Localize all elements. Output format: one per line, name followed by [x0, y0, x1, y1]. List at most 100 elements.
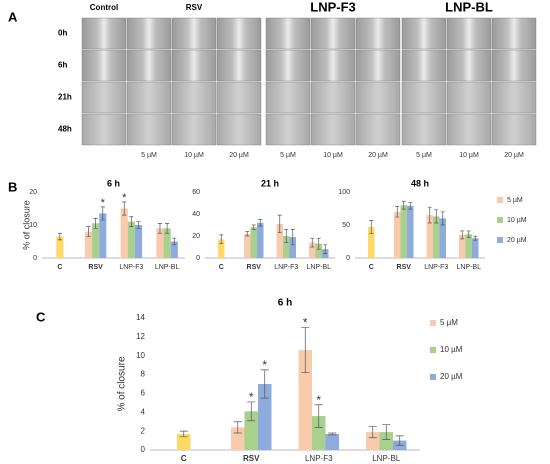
micrograph	[265, 81, 311, 114]
bar	[92, 223, 100, 258]
micrograph	[491, 81, 537, 114]
error-bar	[284, 229, 289, 243]
x-tick-label: C	[369, 264, 374, 271]
bar	[218, 239, 225, 258]
concentration-label: 5 µM	[141, 152, 157, 159]
row-label: 21h	[58, 93, 72, 102]
bar	[177, 433, 191, 450]
bar	[309, 242, 316, 258]
bar	[459, 234, 466, 258]
y-tick-label: 2	[141, 426, 146, 435]
bar	[84, 231, 93, 258]
error-bar	[129, 216, 134, 227]
legend-swatch	[430, 347, 436, 353]
bar	[250, 227, 257, 258]
bar	[289, 237, 296, 258]
micrograph	[446, 17, 492, 50]
concentration-label: 5 µM	[280, 152, 296, 159]
concentration-label: 10 µM	[323, 152, 343, 159]
micrograph	[355, 81, 401, 114]
micrograph	[401, 49, 447, 82]
micrograph	[171, 113, 217, 146]
y-tick-label: 0	[196, 255, 200, 262]
panel-label: B	[8, 179, 17, 194]
micrograph	[446, 113, 492, 146]
error-bar	[57, 232, 63, 241]
x-tick-label: LNP-F3	[119, 264, 143, 271]
chart-title: 6 h	[107, 178, 120, 188]
bar	[366, 432, 380, 450]
bar	[258, 384, 272, 450]
error-bar	[277, 214, 282, 234]
y-tick-label: 60	[192, 189, 200, 196]
bar	[426, 215, 433, 258]
concentration-label: 5 µM	[416, 152, 432, 159]
error-bar	[434, 209, 439, 224]
micrograph	[126, 17, 172, 50]
error-bar	[408, 202, 413, 210]
micrograph	[81, 49, 127, 82]
significance-mark: *	[122, 192, 127, 204]
bar	[163, 228, 171, 258]
concentration-label: 10 µM	[184, 152, 204, 159]
x-tick-label: LNP-BL	[456, 264, 481, 271]
micrograph	[401, 113, 447, 146]
micrograph	[216, 49, 262, 82]
bar	[394, 211, 401, 258]
error-bar	[219, 234, 224, 245]
error-bar	[368, 426, 377, 439]
row-label: 0h	[58, 29, 67, 38]
y-tick-label: 0	[141, 445, 146, 454]
y-tick-label: 0	[346, 255, 350, 262]
y-tick-label: 10	[29, 222, 37, 229]
legend-swatch	[497, 197, 503, 203]
micrograph	[310, 49, 356, 82]
micrograph	[401, 81, 447, 114]
concentration-label: 20 µM	[368, 152, 388, 159]
micrograph	[355, 113, 401, 146]
error-bar	[466, 230, 471, 238]
error-bar	[427, 206, 432, 224]
y-tick-label: 20	[29, 189, 37, 196]
error-bar	[301, 327, 310, 374]
bar	[315, 243, 322, 258]
micrograph	[216, 17, 262, 50]
x-tick-label: LNP-BL	[155, 264, 180, 271]
error-bar	[164, 223, 170, 234]
bar	[56, 236, 64, 258]
column-header: Control	[90, 3, 118, 12]
bar	[170, 241, 178, 258]
concentration-label: 20 µM	[229, 152, 249, 159]
error-bar	[172, 237, 177, 246]
x-tick-label: RSV	[247, 264, 262, 271]
error-bar	[260, 369, 269, 399]
micrograph	[310, 113, 356, 146]
significance-mark: *	[262, 358, 267, 372]
bar	[120, 208, 128, 258]
y-tick-label: 12	[136, 332, 145, 341]
error-bar	[316, 237, 321, 250]
error-bar	[247, 401, 256, 422]
micrograph	[171, 49, 217, 82]
row-label: 48h	[58, 125, 72, 134]
bar	[368, 226, 375, 258]
x-tick-label: LNP-F3	[274, 264, 298, 271]
error-bar	[395, 206, 400, 218]
bar	[312, 416, 326, 450]
micrograph	[126, 113, 172, 146]
legend-label: 5 µM	[440, 318, 458, 327]
error-bar	[233, 421, 242, 434]
bar	[134, 225, 143, 258]
micrograph	[491, 49, 537, 82]
y-tick-label: 6	[141, 389, 146, 398]
legend-label: 5 µM	[507, 197, 523, 204]
x-tick-label: C	[181, 454, 187, 463]
micrograph	[401, 17, 447, 50]
column-header: LNP-F3	[310, 0, 356, 14]
chart-title: 21 h	[261, 178, 279, 188]
y-tick-label: 50	[342, 222, 350, 229]
micrograph	[126, 49, 172, 82]
error-bar	[100, 206, 105, 221]
micrograph	[355, 17, 401, 50]
concentration-label: 20 µM	[504, 152, 524, 159]
